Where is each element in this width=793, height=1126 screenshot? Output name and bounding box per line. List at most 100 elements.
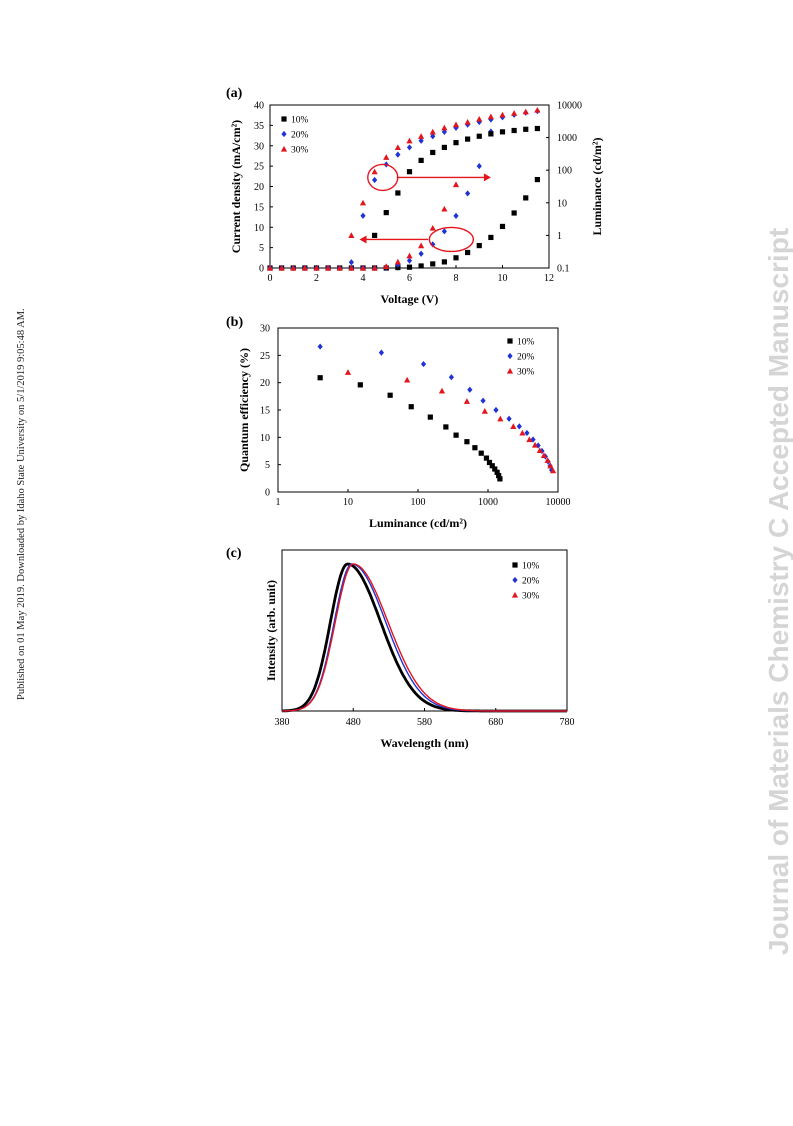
- panel-c-xtick-label: 480: [346, 717, 361, 728]
- panel-b-point: [544, 457, 551, 463]
- panel-a-jv-point: [266, 264, 274, 271]
- panel-a-y2tick-label: 10000: [557, 101, 582, 112]
- panel-a-lv-point: [371, 168, 378, 175]
- panel-a-lv-point: [383, 210, 389, 216]
- panel-a-jv-point: [336, 264, 343, 271]
- panel-b-point: [472, 445, 478, 451]
- panel-b-point: [317, 343, 323, 350]
- panel-a-jv-point: [418, 250, 424, 257]
- legend-label-0: 10%: [522, 562, 540, 572]
- panel-a-lv-point: [476, 133, 482, 139]
- panel-b-point: [506, 415, 512, 422]
- legend-marker-1: [507, 352, 513, 360]
- panel-a-y2tick-label: 10: [557, 198, 567, 209]
- panel-a-ytick-label: 35: [254, 121, 264, 132]
- panel-a-jv-point: [325, 264, 332, 271]
- panel-b-label: (b): [226, 315, 243, 330]
- panel-a-lv-point: [418, 137, 424, 144]
- panel-a-jv-point: [371, 264, 378, 271]
- panel-b-point: [493, 406, 499, 414]
- panel-a-ytick-label: 40: [254, 101, 264, 112]
- panel-b-legend: 10% 20% 30%: [506, 338, 535, 378]
- panel-b-point: [536, 447, 543, 454]
- panel-b-point: [357, 382, 363, 388]
- panel-a-jv-point: [394, 258, 401, 265]
- panel-c-frame: [281, 549, 568, 712]
- panel-a-lv-point: [394, 144, 401, 151]
- panel-a-xlabel: Voltage (V): [381, 292, 439, 306]
- panel-b-ytick-label: 30: [260, 324, 270, 335]
- panel-a-arrowhead: [359, 235, 367, 244]
- legend-label-2: 30%: [291, 146, 309, 156]
- panel-b-point: [387, 392, 393, 398]
- panel-c-legend: 10% 20% 30%: [511, 562, 540, 602]
- panel-b-point: [549, 467, 557, 474]
- panel-b-ytick-label: 0: [265, 488, 270, 499]
- legend-marker-1: [281, 130, 287, 138]
- panel-a-jv-point: [534, 176, 540, 183]
- panel-a-annotation-circle: [428, 226, 475, 253]
- panel-b-point: [480, 397, 486, 404]
- panel-c-label: (c): [226, 546, 242, 561]
- panel-b-point: [497, 476, 503, 482]
- panel-b-xtick-label: 10000: [546, 497, 571, 508]
- panel-a-jv-point: [383, 263, 390, 269]
- panel-a-ytick-label: 25: [254, 162, 264, 173]
- panel-a-lv-point: [360, 212, 366, 219]
- legend-marker-2: [511, 591, 519, 598]
- panel-a-lv-point: [406, 137, 413, 144]
- panel-c-xtick-label: 680: [488, 717, 503, 728]
- panel-a-lv-point: [441, 144, 447, 151]
- panel-b-point: [486, 459, 493, 466]
- panel-b-xtick-label: 10: [343, 497, 353, 508]
- panel-a-jv-point: [453, 255, 459, 261]
- panel-a-jv-point: [441, 205, 448, 212]
- panel-a-jv-point: [453, 212, 459, 219]
- panel-b-point: [438, 387, 446, 394]
- panel-a-label: (a): [226, 86, 243, 101]
- panel-a-lv-point: [534, 125, 540, 132]
- legend-marker-0: [281, 116, 287, 122]
- panel-a-lv-point: [430, 133, 436, 140]
- panel-a-ytick-label: 0: [259, 264, 264, 275]
- panel-a-ytick-label: 15: [254, 202, 264, 213]
- panel-b-point: [548, 467, 555, 474]
- panel-a-lv-point: [418, 157, 424, 163]
- panel-a-lv-point: [359, 199, 367, 206]
- panel-b-point: [510, 423, 517, 429]
- panel-a-xtick-label: 6: [407, 273, 412, 284]
- panel-b-ylabel: Quantum efficiency (%): [237, 348, 251, 472]
- panel-b-point: [408, 404, 414, 410]
- panel-a-lv-point: [523, 126, 529, 132]
- panel-a-jv-point: [301, 264, 308, 271]
- panel-a-lv-point: [406, 169, 413, 175]
- panel-b-point: [467, 386, 473, 393]
- panel-b-point: [530, 436, 536, 443]
- legend-label-1: 20%: [517, 353, 535, 363]
- panel-a-jv-point: [452, 181, 460, 188]
- panel-a-jv-point: [359, 264, 367, 271]
- panel-a-arrowhead: [483, 173, 491, 182]
- panel-a-legend: 10% 20% 30%: [280, 116, 309, 156]
- panel-a-jv-point: [278, 264, 285, 271]
- panel-a-jv-point: [406, 257, 413, 264]
- panel-a-ylabel: Current density (mA/cm²): [229, 120, 243, 253]
- side-note-text: Published on 01 May 2019. Downloaded by …: [16, 308, 27, 700]
- legend-label-0: 10%: [517, 338, 535, 348]
- panel-b-point: [540, 452, 548, 458]
- panel-b-point: [483, 455, 490, 461]
- panel-a-lv-point: [499, 111, 506, 118]
- panel-b-point: [427, 414, 433, 420]
- panel-a-jv-point: [511, 210, 517, 216]
- panel-a-lv-point: [522, 108, 529, 115]
- panel-c-xtick-label: 380: [275, 717, 290, 728]
- panel-b-point: [404, 376, 411, 383]
- panel-b-point: [519, 429, 526, 436]
- panel-a-lv-point: [487, 113, 494, 120]
- panel-a-jv-point: [488, 234, 494, 241]
- legend-label-1: 20%: [522, 577, 540, 587]
- panel-a-ytick-label: 10: [254, 223, 264, 234]
- panel-a-xtick-label: 4: [361, 273, 366, 284]
